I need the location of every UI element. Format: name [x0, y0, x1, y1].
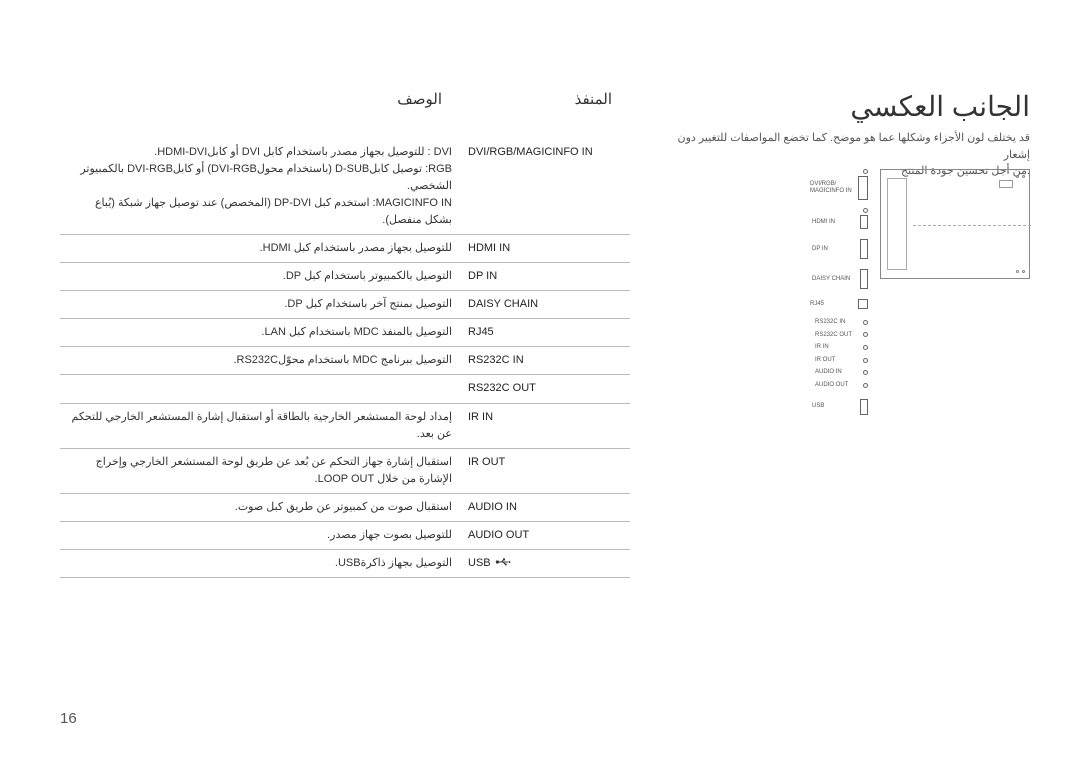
usb-icon	[495, 555, 511, 572]
diagram-port-label: DAISY CHAIN	[812, 276, 854, 283]
page-number: 16	[60, 710, 77, 727]
table-row: التوصيل بمنتج آخر باستخدام كبل DP.DAISY …	[60, 291, 630, 319]
port-name: RS232C IN	[460, 347, 630, 375]
column-header-port: المنفذ	[450, 90, 620, 108]
diagram-port-label: USB	[812, 403, 854, 410]
port-description: استقبال صوت من كمبيوتر عن طريق كبل صوت.	[60, 493, 460, 521]
device-outline	[880, 169, 1030, 279]
table-row: استقبال إشارة جهاز التحكم عن بُعد عن طري…	[60, 448, 630, 493]
page-title: الجانب العكسي	[820, 90, 1030, 123]
ports-table: DVI : للتوصيل بجهاز مصدر باستخدام كابل D…	[60, 139, 630, 578]
diagram-port-label: IR OUT	[815, 357, 857, 364]
table-row: RS232C OUT	[60, 375, 630, 403]
port-description	[60, 375, 460, 403]
port-description: استقبال إشارة جهاز التحكم عن بُعد عن طري…	[60, 448, 460, 493]
table-row: للتوصيل بصوت جهاز مصدر.AUDIO OUT	[60, 521, 630, 549]
column-header-desc: الوصف	[60, 90, 450, 108]
table-row: التوصيل بالكمبيوتر باستخدام كبل DP.DP IN	[60, 263, 630, 291]
port-description: التوصيل بالكمبيوتر باستخدام كبل DP.	[60, 263, 460, 291]
port-name: USB	[460, 549, 630, 577]
port-name: IR IN	[460, 403, 630, 448]
table-row: التوصيل بجهاز ذاكرةUSB.USB	[60, 549, 630, 577]
port-description: التوصيل بالمنفذ MDC باستخدام كبل LAN.	[60, 319, 460, 347]
port-name: DP IN	[460, 263, 630, 291]
table-row: التوصيل ببرنامج MDC باستخدام محوّلRS232C…	[60, 347, 630, 375]
diagram-port-label: DVI/RGB/ MAGICINFO IN	[810, 181, 852, 194]
port-description: للتوصيل بصوت جهاز مصدر.	[60, 521, 460, 549]
table-row: للتوصيل بجهاز مصدر باستخدام كبل HDMI.HDM…	[60, 235, 630, 263]
port-description: DVI : للتوصيل بجهاز مصدر باستخدام كابل D…	[60, 139, 460, 235]
port-name: IR OUT	[460, 448, 630, 493]
diagram-port-label: RJ45	[810, 301, 852, 308]
port-description: التوصيل بجهاز ذاكرةUSB.	[60, 549, 460, 577]
diagram-port-label: RS232C OUT	[815, 332, 857, 339]
diagram-port-label: IR IN	[815, 344, 857, 351]
diagram-port-label: HDMI IN	[812, 219, 854, 226]
port-name: HDMI IN	[460, 235, 630, 263]
port-name: RS232C OUT	[460, 375, 630, 403]
port-name: DAISY CHAIN	[460, 291, 630, 319]
table-row: التوصيل بالمنفذ MDC باستخدام كبل LAN.RJ4…	[60, 319, 630, 347]
port-name: RJ45	[460, 319, 630, 347]
port-description: التوصيل ببرنامج MDC باستخدام محوّلRS232C…	[60, 347, 460, 375]
diagram-port-label: RS232C IN	[815, 319, 857, 326]
port-name: AUDIO OUT	[460, 521, 630, 549]
diagram-port-label: AUDIO OUT	[815, 382, 857, 389]
table-row: DVI : للتوصيل بجهاز مصدر باستخدام كابل D…	[60, 139, 630, 235]
diagram-port-label: AUDIO IN	[815, 369, 857, 376]
port-description: إمداد لوحة المستشعر الخارجية بالطاقة أو …	[60, 403, 460, 448]
port-name: DVI/RGB/MAGICINFO IN	[460, 139, 630, 235]
subtitle-line: قد يختلف لون الأجزاء وشكلها عما هو موضح.…	[660, 130, 1030, 163]
diagram-port-label: DP IN	[812, 246, 854, 253]
table-row: استقبال صوت من كمبيوتر عن طريق كبل صوت.A…	[60, 493, 630, 521]
rear-panel-diagram: DVI/RGB/ MAGICINFO IN HDMI IN DP IN DAIS…	[630, 139, 1030, 415]
port-description: للتوصيل بجهاز مصدر باستخدام كبل HDMI.	[60, 235, 460, 263]
ports-legend: DVI/RGB/ MAGICINFO IN HDMI IN DP IN DAIS…	[798, 169, 868, 415]
port-name: AUDIO IN	[460, 493, 630, 521]
table-row: إمداد لوحة المستشعر الخارجية بالطاقة أو …	[60, 403, 630, 448]
port-description: التوصيل بمنتج آخر باستخدام كبل DP.	[60, 291, 460, 319]
